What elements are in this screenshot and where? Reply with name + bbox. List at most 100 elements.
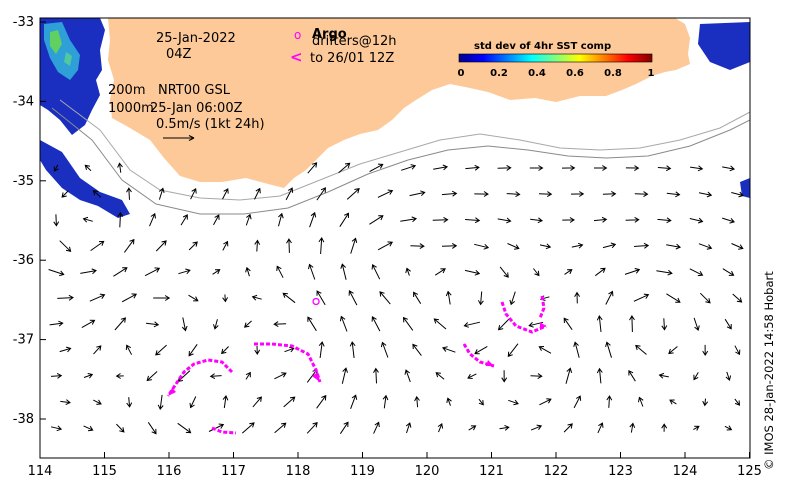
current-vector — [53, 214, 60, 227]
drifters-legend-label: drifters@12h — [312, 34, 397, 49]
map-hour: 04Z — [166, 47, 192, 62]
current-vector — [625, 216, 640, 223]
drifters-to-label: to 26/01 12Z — [310, 51, 394, 66]
colorbar: std dev of 4hr SST comp 0 0.2 0.4 0.6 0.8 1 — [458, 41, 655, 79]
current-vector — [658, 372, 669, 379]
current-vector — [371, 316, 381, 332]
current-vector — [339, 421, 349, 434]
colorbar-tick-label: 0.2 — [490, 68, 508, 79]
current-vector — [157, 394, 164, 411]
current-vector — [689, 268, 704, 277]
current-vector — [530, 424, 543, 431]
current-vector — [318, 237, 325, 255]
current-vector — [61, 190, 69, 198]
current-vector — [221, 346, 229, 355]
colorbar-tick-label: 0.8 — [604, 68, 622, 79]
map-date: 25-Jan-2022 — [156, 31, 236, 46]
current-vector — [309, 211, 317, 228]
current-vector — [633, 293, 650, 302]
current-vector — [414, 395, 420, 408]
current-vector — [377, 189, 394, 198]
current-vector — [59, 346, 72, 353]
current-vector — [478, 398, 484, 406]
current-vector — [123, 238, 135, 253]
current-vector — [251, 294, 262, 301]
y-tick-label: -38 — [13, 412, 34, 427]
current-vector — [693, 372, 699, 381]
current-vector — [594, 165, 608, 171]
current-vector — [734, 398, 741, 406]
current-vector — [53, 164, 59, 172]
current-vector — [605, 290, 614, 305]
current-vector — [90, 240, 105, 252]
current-vector — [573, 341, 580, 358]
drifter-track — [538, 295, 546, 319]
current-vector — [666, 191, 681, 198]
current-vector — [570, 191, 585, 197]
current-vector — [405, 267, 411, 276]
current-vector — [731, 191, 744, 198]
current-vector — [341, 367, 348, 384]
current-vector — [533, 268, 540, 277]
current-vector — [634, 191, 649, 198]
current-vector — [274, 422, 287, 434]
credit-text: © IMOS 28-Jan-2022 14:58 Hobart — [762, 271, 776, 470]
legend-depth-200: 200m — [108, 83, 145, 98]
current-vector — [401, 164, 417, 171]
current-vector — [222, 395, 229, 409]
current-vector — [433, 318, 447, 330]
current-vector — [400, 216, 418, 223]
current-vector — [698, 243, 713, 250]
drifter-head — [312, 372, 320, 382]
current-vector — [190, 187, 197, 200]
current-vector — [126, 397, 133, 408]
current-vector — [602, 190, 617, 197]
current-vector — [497, 217, 512, 224]
current-vector — [722, 268, 735, 276]
current-vector — [435, 372, 445, 380]
current-vector — [155, 344, 167, 356]
current-vector — [722, 165, 736, 172]
current-vector — [121, 293, 138, 303]
current-vector — [624, 268, 641, 275]
current-vector — [605, 341, 612, 358]
vector-scale-arrow — [163, 135, 195, 141]
current-vector — [564, 269, 573, 275]
current-vector — [181, 317, 188, 332]
current-vector — [606, 395, 613, 408]
current-vector — [499, 424, 510, 431]
current-vector — [433, 164, 449, 171]
current-vector — [463, 321, 481, 328]
current-vector — [380, 341, 389, 358]
current-vector — [441, 190, 458, 197]
current-vector — [508, 399, 519, 406]
current-vector — [467, 373, 477, 379]
plot-frame — [39, 17, 751, 459]
current-vector — [339, 315, 348, 332]
current-vector — [693, 317, 700, 331]
current-vector — [282, 292, 296, 304]
current-vector — [113, 267, 128, 277]
y-tick-label: -37 — [13, 333, 34, 348]
current-vector — [278, 212, 284, 227]
vector-scale-label: 0.5m/s (1kt 24h) — [156, 117, 265, 132]
isobath-1000m — [51, 107, 750, 215]
current-vector — [50, 372, 63, 379]
current-vector — [690, 165, 704, 172]
colorbar-tick-label: 0 — [458, 68, 465, 79]
drifter-head — [168, 388, 176, 396]
current-vector — [562, 217, 575, 223]
current-vector — [379, 291, 391, 305]
current-vector — [722, 217, 736, 224]
current-vector — [212, 269, 221, 275]
current-vector — [222, 294, 229, 303]
current-vector — [209, 373, 222, 380]
current-vector — [149, 212, 156, 227]
y-tick-label: -34 — [13, 94, 34, 109]
current-vector — [693, 425, 700, 431]
current-vector — [308, 263, 316, 280]
current-vector — [369, 215, 384, 225]
current-vector — [574, 291, 581, 304]
current-vector — [350, 237, 358, 254]
